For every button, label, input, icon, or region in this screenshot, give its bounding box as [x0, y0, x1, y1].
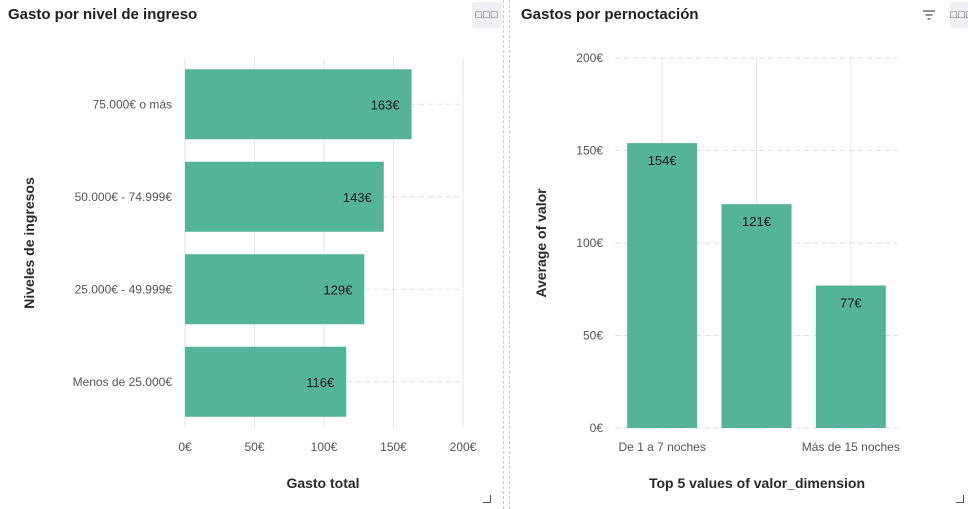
y-axis-title: Average of valor [533, 188, 549, 298]
x-tick-label: 150€ [380, 440, 407, 454]
bar [185, 161, 384, 232]
x-tick-label: De 1 a 7 noches [618, 440, 705, 454]
x-tick-label: 0€ [178, 440, 192, 454]
panel-divider[interactable] [502, 0, 512, 509]
y-tick-label: 50€ [583, 329, 603, 343]
filter-icon [923, 10, 935, 20]
y-tick-label: 50.000€ - 74.999€ [75, 190, 173, 204]
bar [185, 254, 365, 325]
bar-value-label: 116€ [306, 375, 335, 390]
bar-value-label: 154€ [648, 153, 678, 168]
left-panel-title: Gasto por nivel de ingreso [8, 6, 198, 23]
x-tick-label: 100€ [311, 440, 338, 454]
bar [721, 204, 792, 428]
more-horizontal-icon: □□□ [950, 9, 968, 21]
y-axis-title: Niveles de ingresos [21, 177, 37, 309]
bar-value-label: 121€ [742, 214, 772, 229]
x-axis-title: Gasto total [286, 475, 359, 491]
y-tick-label: 75.000€ o más [93, 97, 172, 111]
x-tick-label: Más de 15 noches [802, 440, 900, 454]
right-chart-panel: Gastos por pernoctación □□□ 0€ 50€ 100€ 150… [512, 0, 968, 509]
bar-value-label: 129€ [323, 282, 353, 297]
bar [185, 346, 347, 417]
x-axis-title: Top 5 values of valor_dimension [649, 475, 865, 491]
y-tick-label: 25.000€ - 49.999€ [75, 282, 173, 296]
bar [815, 285, 886, 428]
income-spend-bar-chart: 0€ 50€ 100€ 150€ 200€ 163€ 75.000€ o más 143€ 50… [21, 58, 477, 491]
right-resize-handle[interactable] [956, 495, 964, 503]
y-tick-label: 100€ [576, 236, 603, 250]
bar-value-label: 77€ [840, 296, 862, 311]
left-panel-menu-button[interactable]: □□□ [472, 2, 502, 28]
x-tick-label: 200€ [450, 440, 477, 454]
y-tick-label: 200€ [576, 51, 603, 65]
more-horizontal-icon: □□□ [475, 9, 499, 21]
x-tick-label: 50€ [244, 440, 264, 454]
left-resize-handle[interactable] [483, 495, 491, 503]
bar [627, 143, 698, 428]
bar [185, 69, 412, 140]
y-tick-label: Menos de 25.000€ [73, 375, 173, 389]
right-panel-menu-button[interactable]: □□□ [950, 2, 968, 28]
filter-button[interactable] [920, 6, 938, 24]
left-chart-panel: Gasto por nivel de ingreso □□□ 0€ 50€ 100€… [8, 2, 502, 503]
y-tick-label: 0€ [590, 421, 604, 435]
y-tick-label: 150€ [576, 144, 603, 158]
right-panel-title: Gastos por pernoctación [521, 6, 699, 23]
overnight-spend-bar-chart: 0€ 50€ 100€ 150€ 200€ 154€ De 1 a 7 noches 121€… [533, 51, 900, 491]
bar-value-label: 143€ [343, 190, 373, 205]
bar-value-label: 163€ [371, 97, 401, 112]
